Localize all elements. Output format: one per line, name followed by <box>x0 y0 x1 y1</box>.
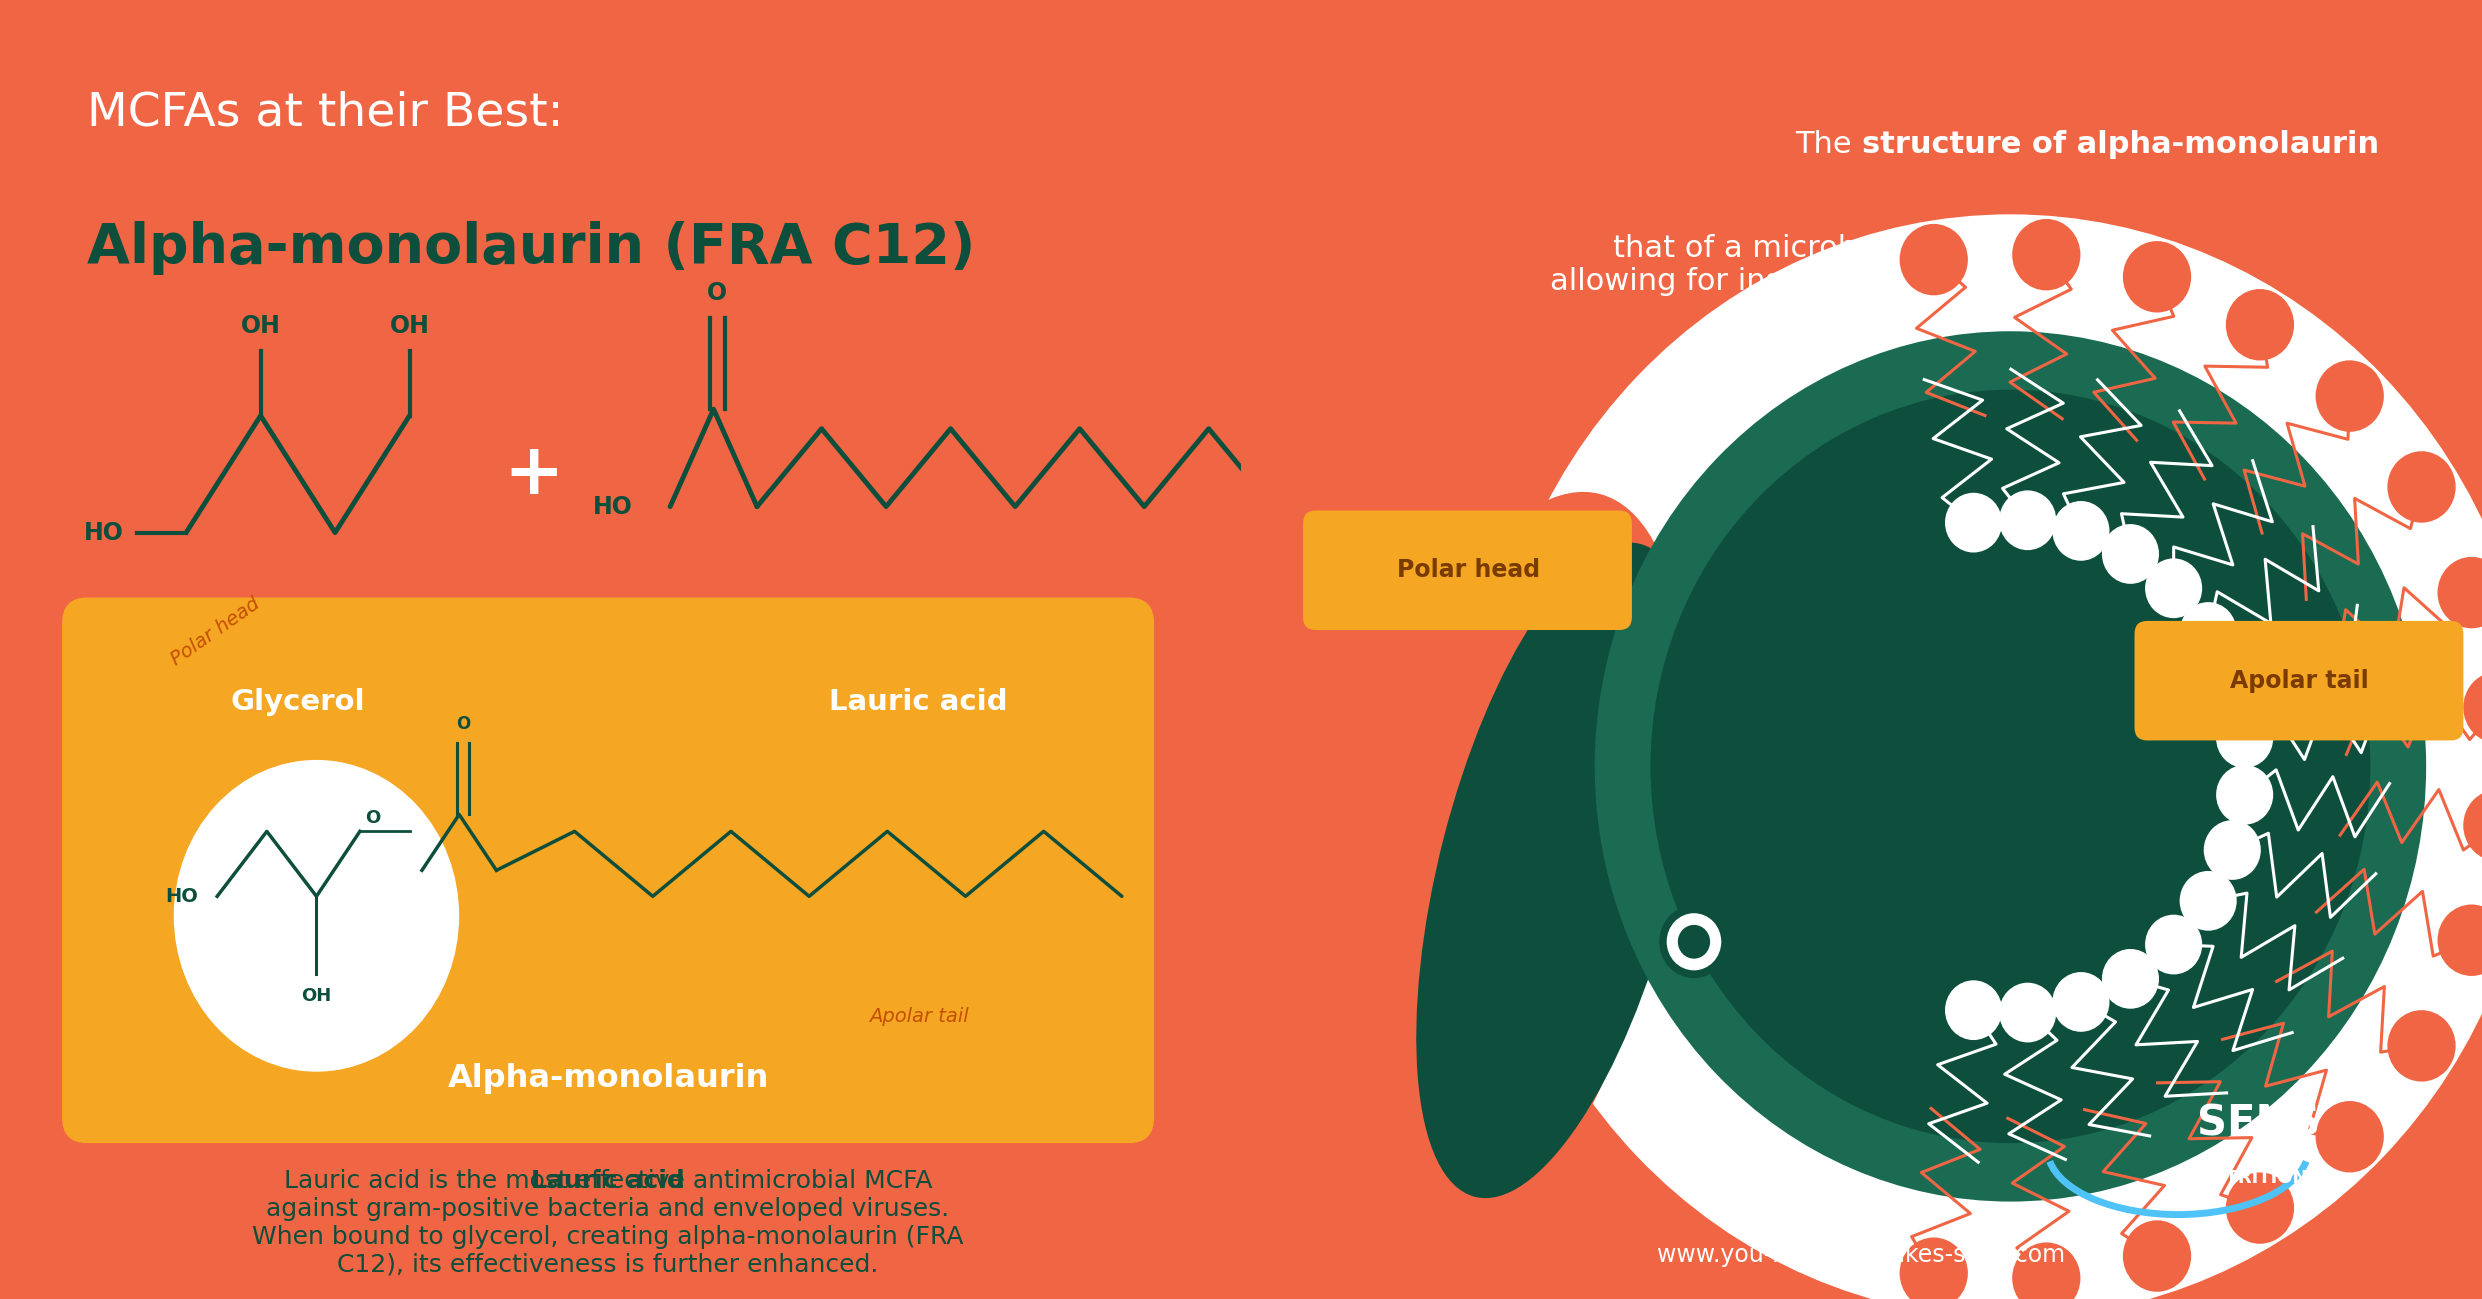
Ellipse shape <box>2316 360 2383 431</box>
FancyBboxPatch shape <box>62 598 1154 1143</box>
Circle shape <box>1484 214 2482 1299</box>
Ellipse shape <box>2053 501 2110 561</box>
Ellipse shape <box>2388 1011 2455 1082</box>
Ellipse shape <box>1946 981 2003 1040</box>
Text: Apolar tail: Apolar tail <box>869 1007 968 1026</box>
Text: Lauric acid: Lauric acid <box>829 688 1008 717</box>
Ellipse shape <box>1417 543 1698 1198</box>
Ellipse shape <box>2013 1242 2080 1299</box>
Ellipse shape <box>2122 242 2192 313</box>
Text: Apolar tail: Apolar tail <box>2231 669 2368 692</box>
Text: Lauric acid: Lauric acid <box>531 1169 685 1192</box>
Text: Lauric acid is the most effective antimicrobial MCFA
against gram-positive bacte: Lauric acid is the most effective antimi… <box>253 1169 963 1277</box>
Ellipse shape <box>2388 451 2455 522</box>
Ellipse shape <box>2216 765 2274 825</box>
Ellipse shape <box>2462 672 2482 743</box>
Ellipse shape <box>1315 492 1688 1274</box>
Ellipse shape <box>1899 223 1968 295</box>
Ellipse shape <box>2204 653 2261 713</box>
Text: Alpha-monolaurin: Alpha-monolaurin <box>447 1063 769 1094</box>
FancyBboxPatch shape <box>1303 511 1633 630</box>
Text: +: + <box>504 439 563 509</box>
Circle shape <box>1678 925 1710 959</box>
Text: OH: OH <box>390 314 429 338</box>
Text: OH: OH <box>300 987 333 1005</box>
Circle shape <box>1593 331 2427 1202</box>
Ellipse shape <box>2053 972 2110 1031</box>
Ellipse shape <box>2013 220 2080 291</box>
Text: MCFAs at their Best:: MCFAs at their Best: <box>87 91 563 136</box>
Text: Glycerol: Glycerol <box>231 688 365 717</box>
Ellipse shape <box>2179 870 2236 930</box>
Ellipse shape <box>2437 557 2482 629</box>
Text: Polar head: Polar head <box>1397 559 1539 582</box>
FancyBboxPatch shape <box>2135 621 2462 740</box>
Text: HO: HO <box>84 521 124 544</box>
Ellipse shape <box>2102 523 2159 583</box>
Text: Polar head: Polar head <box>169 594 263 669</box>
Ellipse shape <box>2144 914 2202 974</box>
Text: www.you-know-it-makes-sens.com: www.you-know-it-makes-sens.com <box>1658 1243 2065 1267</box>
Text: SENS: SENS <box>2197 1103 2321 1144</box>
Ellipse shape <box>2462 790 2482 861</box>
Text: O: O <box>707 282 727 305</box>
Ellipse shape <box>2226 1172 2293 1243</box>
Circle shape <box>1651 390 2370 1143</box>
Text: that of a microbe’s lipid bi-layer,
allowing for insertion and cell disruption.: that of a microbe’s lipid bi-layer, allo… <box>1549 234 2174 296</box>
Text: structure of alpha-monolaurin: structure of alpha-monolaurin <box>1862 130 2378 158</box>
Ellipse shape <box>1998 982 2055 1042</box>
Text: HO: HO <box>166 887 199 905</box>
Circle shape <box>1668 913 1720 970</box>
Ellipse shape <box>1899 1238 1968 1299</box>
Text: HO: HO <box>593 495 633 518</box>
Ellipse shape <box>2179 603 2236 662</box>
Text: OH: OH <box>241 314 280 338</box>
Ellipse shape <box>2144 559 2202 618</box>
Text: Alpha-monolaurin (FRA C12): Alpha-monolaurin (FRA C12) <box>87 221 975 275</box>
Text: O: O <box>365 809 380 827</box>
Ellipse shape <box>2226 290 2293 361</box>
Ellipse shape <box>2437 904 2482 976</box>
Ellipse shape <box>1998 491 2055 551</box>
Ellipse shape <box>1946 492 2003 552</box>
Ellipse shape <box>2204 820 2261 879</box>
Ellipse shape <box>2122 1220 2192 1291</box>
Text: O: O <box>457 714 469 733</box>
Ellipse shape <box>2102 950 2159 1009</box>
Ellipse shape <box>2216 708 2274 768</box>
Text: The: The <box>1794 130 1862 158</box>
Circle shape <box>1658 905 1727 978</box>
Text: NUTRITION: NUTRITION <box>2197 1169 2308 1187</box>
Ellipse shape <box>174 760 459 1072</box>
Ellipse shape <box>2316 1102 2383 1173</box>
